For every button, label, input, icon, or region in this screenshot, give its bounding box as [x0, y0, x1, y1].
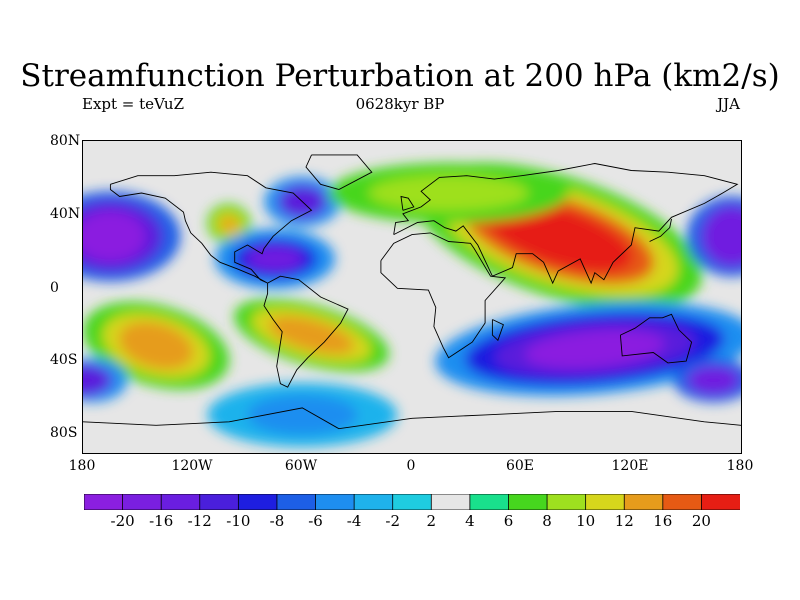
lat-label-80s: 80S — [50, 425, 78, 441]
colorbar-tick-label: -4 — [346, 512, 362, 530]
colorbar-segment — [160, 493, 201, 511]
colorbar-segment — [122, 493, 163, 511]
colorbar-tick-label: 8 — [542, 512, 552, 530]
coastline-4 — [393, 163, 739, 285]
lon-label-180e: 180 — [726, 458, 754, 474]
season-label: JJA — [717, 95, 740, 113]
colorbar-segment — [662, 493, 703, 511]
lat-label-80n: 80N — [50, 133, 81, 149]
field-contour-south-indian-low — [525, 330, 665, 368]
coastline-7 — [649, 218, 672, 242]
colorbar-tick-label: -16 — [149, 512, 174, 530]
field-contour-south-pacific-high — [119, 321, 194, 370]
colorbar-tick-label: -2 — [385, 512, 401, 530]
colorbar-tick-label: -6 — [308, 512, 323, 530]
colorbar-tick-label: 2 — [426, 512, 437, 530]
field-contour-north-america-high — [221, 217, 238, 232]
field-contour-wrap — [83, 364, 111, 397]
lon-label-180w: 180 — [68, 458, 96, 474]
colorbar-tick-label: -12 — [187, 512, 212, 530]
lat-label-40s: 40S — [50, 352, 78, 368]
lon-label-60e: 60E — [505, 458, 535, 474]
colorbar-segment — [276, 493, 317, 511]
colorbar-segment — [353, 493, 394, 511]
map-title: Streamfunction Perturbation at 200 hPa (… — [20, 58, 780, 94]
colorbar-tick-label: 12 — [614, 512, 634, 530]
contour-field — [83, 154, 741, 447]
coastline-3 — [380, 232, 507, 359]
colorbar-segment — [430, 493, 471, 511]
colorbar-segment — [83, 493, 124, 511]
field-contour-north-pacific-low — [83, 211, 146, 262]
coastline-0 — [109, 171, 313, 284]
colorbar-segment — [315, 493, 356, 511]
colorbar-tick-label: 16 — [653, 512, 673, 530]
colorbar-tick-label: 10 — [576, 512, 596, 530]
colorbar-segment — [546, 493, 587, 511]
colorbar-segment — [508, 493, 548, 511]
time-label: 0628kyr BP — [355, 95, 445, 113]
map-plot — [82, 140, 742, 454]
colorbar-tick-label: 20 — [691, 512, 711, 530]
colorbar-tick-label: -20 — [110, 512, 135, 530]
colorbar-tick-label: 6 — [503, 512, 514, 530]
colorbar-segment — [469, 493, 510, 511]
coastline-9 — [400, 195, 415, 211]
field-contour-north-america-low — [246, 246, 303, 271]
lon-label-60w: 60W — [284, 458, 318, 474]
colorbar-segment — [701, 493, 741, 511]
colorbar-segment — [392, 493, 433, 511]
field-contour-antarctic-low — [247, 394, 358, 435]
field-contour-far-south-pacific-low — [687, 366, 740, 395]
coastline-5 — [619, 313, 693, 364]
colorbar-tick-label: -8 — [269, 512, 285, 530]
coastline-2 — [263, 275, 349, 388]
coastline-8 — [491, 319, 504, 342]
colorbar-segment — [199, 493, 240, 511]
lon-label-120w: 120W — [171, 458, 213, 474]
colorbar-tick-label: -10 — [226, 512, 251, 530]
lat-label-40n: 40N — [50, 206, 81, 222]
colorbar-segment — [237, 493, 278, 511]
lon-label-120e: 120E — [611, 458, 649, 474]
colorbar-segment — [623, 493, 664, 511]
coastline-6 — [83, 407, 741, 430]
colorbar-tick-label: 4 — [465, 512, 475, 530]
coastline-1 — [305, 154, 373, 190]
lon-label-0: 0 — [406, 458, 416, 474]
lat-label-eq: 0 — [50, 280, 59, 296]
colorbar — [83, 493, 741, 511]
field-contour-eurasia-high — [505, 210, 611, 262]
experiment-label: Expt = teVuZ — [82, 95, 185, 113]
field-contour-west-pacific-low — [701, 206, 741, 267]
colorbar-segment — [585, 493, 626, 511]
field-contour-north-atlantic-high — [368, 175, 529, 211]
field-contour-south-america-high — [268, 316, 354, 354]
